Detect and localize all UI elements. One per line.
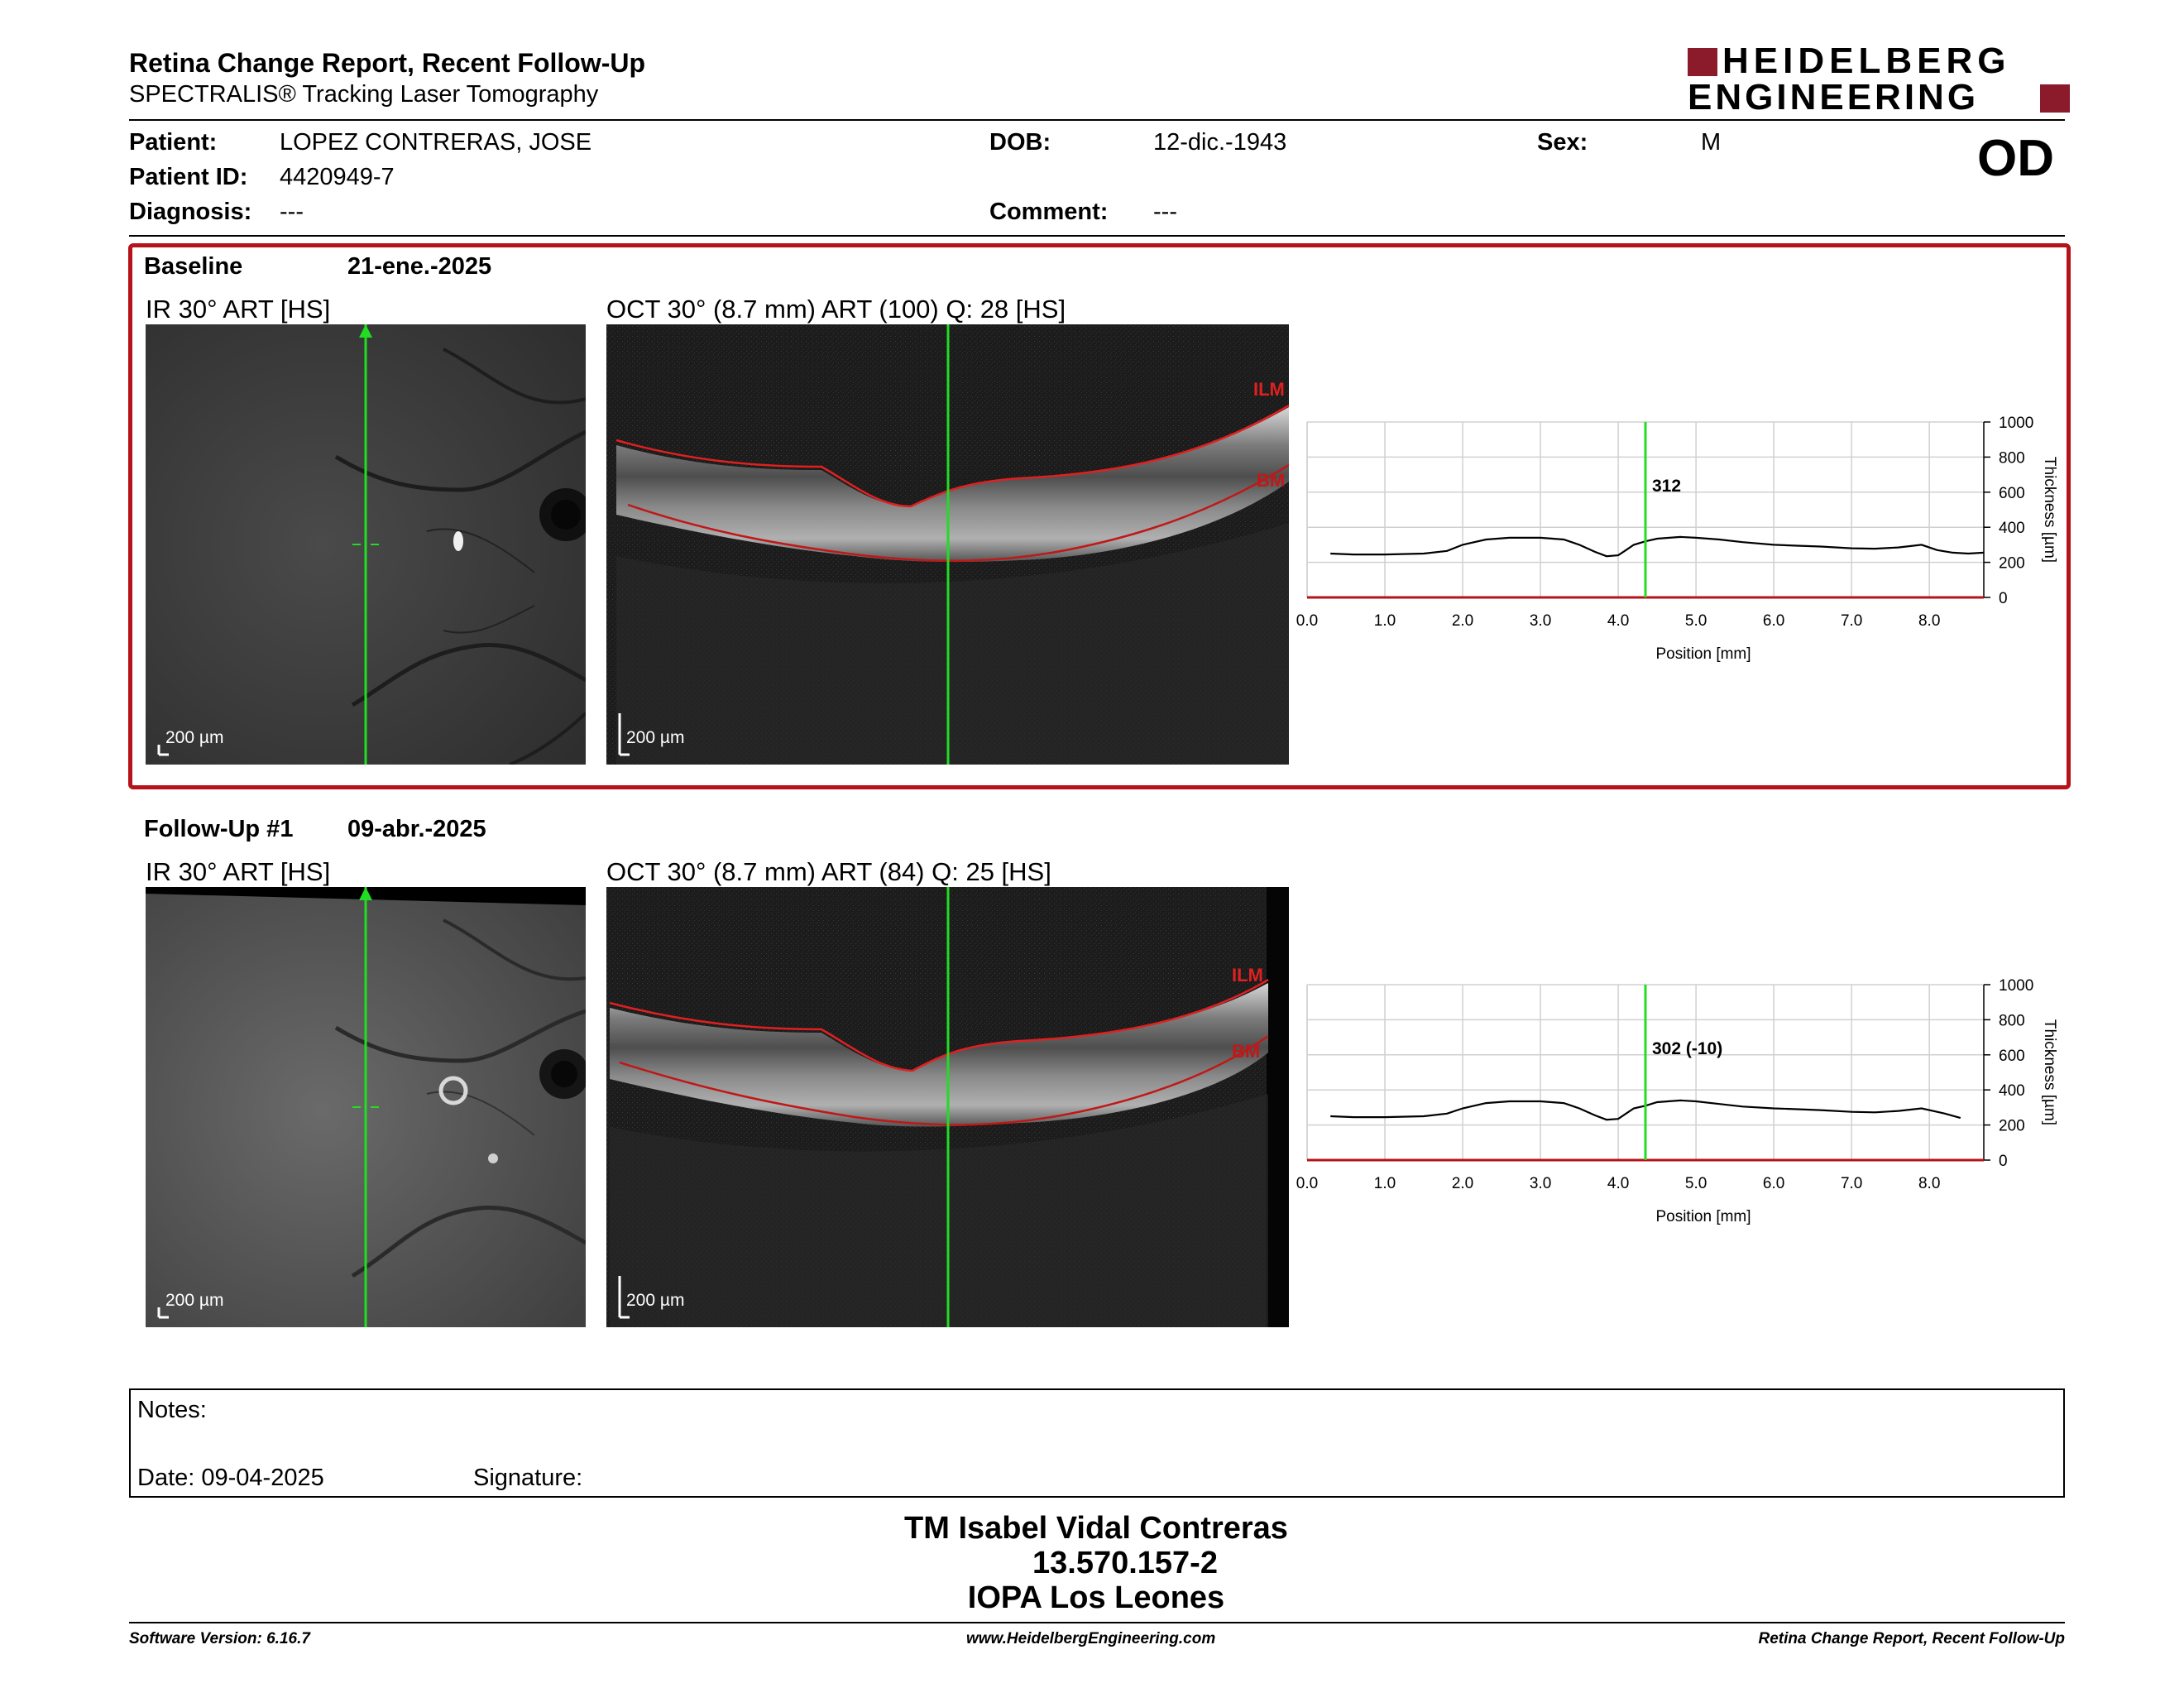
- y-tick-label: 400: [1999, 520, 2025, 537]
- signer-institution: IOPA Los Leones: [967, 1580, 1225, 1615]
- x-axis-title: Position [mm]: [1655, 645, 1751, 663]
- diagnosis-value: ---: [280, 199, 304, 225]
- x-tick-label: 8.0: [1918, 612, 1940, 630]
- marker-value-label: 302 (-10): [1652, 1039, 1722, 1058]
- followup-ir-title: IR 30° ART [HS]: [146, 857, 331, 886]
- x-tick-label: 7.0: [1841, 612, 1862, 630]
- logo-red-square-top: [1688, 48, 1717, 76]
- x-tick-label: 3.0: [1530, 1175, 1551, 1192]
- sex-label: Sex:: [1537, 129, 1588, 156]
- x-tick-label: 5.0: [1685, 1175, 1707, 1192]
- y-tick-label: 200: [1999, 1118, 2025, 1135]
- x-tick-label: 2.0: [1452, 1175, 1473, 1192]
- followup-label: Follow-Up #1: [144, 816, 294, 842]
- y-tick-label: 400: [1999, 1082, 2025, 1100]
- baseline-oct-image[interactable]: ILM BM 200 µm: [606, 324, 1289, 765]
- followup-oct-image[interactable]: ILM BM 200 µm: [606, 887, 1289, 1327]
- comment-label: Comment:: [989, 199, 1109, 225]
- x-axis-title: Position [mm]: [1655, 1208, 1751, 1225]
- followup-ir-scale: 200 µm: [165, 1291, 224, 1310]
- diagnosis-label: Diagnosis:: [129, 199, 252, 225]
- footer-rule: [129, 1622, 2065, 1623]
- followup-ilm-label: ILM: [1232, 965, 1263, 985]
- baseline-oct-title: OCT 30° (8.7 mm) ART (100) Q: 28 [HS]: [606, 295, 1066, 324]
- followup-oct-scale: 200 µm: [626, 1291, 685, 1310]
- y-tick-label: 800: [1999, 1012, 2025, 1029]
- patient-name: LOPEZ CONTRERAS, JOSE: [280, 129, 592, 156]
- patient-id: 4420949-7: [280, 164, 395, 190]
- followup-date: 09-abr.-2025: [347, 816, 486, 842]
- followup-thickness-chart: 0.0 1.0 2.0 3.0 4.0 5.0 6.0 7.0 8.0 0 200 400 600 800…: [1296, 977, 2058, 1225]
- thickness-series-line: [1330, 535, 1985, 558]
- y-tick-label: 600: [1999, 1048, 2025, 1065]
- x-tick-label: 3.0: [1530, 612, 1551, 630]
- x-tick-label: 4.0: [1607, 1175, 1629, 1192]
- followup-oct-title: OCT 30° (8.7 mm) ART (84) Q: 25 [HS]: [606, 857, 1051, 886]
- signer-name: TM Isabel Vidal Contreras: [904, 1511, 1288, 1546]
- y-tick-label: 200: [1999, 555, 2025, 573]
- x-tick-label: 1.0: [1374, 612, 1396, 630]
- x-tick-label: 4.0: [1607, 612, 1629, 630]
- patient-id-label: Patient ID:: [129, 164, 248, 190]
- x-tick-label: 8.0: [1918, 1175, 1940, 1192]
- signer-rut: 13.570.157-2: [1032, 1546, 1218, 1580]
- baseline-ir-title: IR 30° ART [HS]: [146, 295, 331, 324]
- patient-rule: [129, 235, 2065, 237]
- notes-date: Date: 09-04-2025: [137, 1465, 324, 1491]
- x-tick-label: 0.0: [1296, 612, 1318, 630]
- baseline-ilm-label: ILM: [1253, 379, 1285, 400]
- thickness-series-line: [1330, 1099, 1961, 1121]
- dob-label: DOB:: [989, 129, 1051, 156]
- header-rule: [129, 119, 2065, 121]
- baseline-frame: [128, 243, 2071, 789]
- y-tick-label: 800: [1999, 449, 2025, 467]
- y-tick-label: 0: [1999, 1153, 2008, 1170]
- x-tick-label: 7.0: [1841, 1175, 1862, 1192]
- software-version: Software Version: 6.16.7: [129, 1630, 310, 1647]
- y-axis-title: Thickness [µm]: [2041, 457, 2058, 563]
- x-tick-label: 6.0: [1763, 1175, 1784, 1192]
- baseline-thickness-chart: 0.0 1.0 2.0 3.0 4.0 5.0 6.0 7.0 8.0 0 200 400 600 800…: [1296, 415, 2058, 663]
- x-tick-label: 0.0: [1296, 1175, 1318, 1192]
- y-tick-label: 1000: [1999, 415, 2033, 432]
- logo-red-square-bottom: [2040, 84, 2070, 113]
- report-title: Retina Change Report, Recent Follow-Up: [129, 48, 646, 78]
- baseline-bm-label: BM: [1257, 470, 1286, 491]
- followup-bm-label: BM: [1232, 1041, 1261, 1062]
- y-tick-label: 600: [1999, 485, 2025, 502]
- y-tick-label: 0: [1999, 590, 2008, 607]
- sex-value: M: [1701, 129, 1722, 156]
- x-tick-label: 5.0: [1685, 612, 1707, 630]
- followup-ir-image[interactable]: 200 µm: [146, 887, 586, 1327]
- website-link[interactable]: www.HeidelbergEngineering.com: [966, 1630, 1216, 1647]
- signature-label: Signature:: [473, 1465, 583, 1491]
- logo-line1: HEIDELBERG: [1722, 41, 2011, 81]
- patient-label: Patient:: [129, 129, 218, 156]
- baseline-oct-scale: 200 µm: [626, 728, 685, 747]
- x-tick-label: 1.0: [1374, 1175, 1396, 1192]
- notes-label: Notes:: [137, 1397, 207, 1423]
- heidelberg-logo: HEIDELBERG ENGINEERING: [1688, 41, 2070, 117]
- y-axis-title: Thickness [µm]: [2041, 1019, 2058, 1125]
- x-tick-label: 2.0: [1452, 612, 1473, 630]
- baseline-ir-image[interactable]: 200 µm: [146, 324, 586, 765]
- dob-value: 12-dic.-1943: [1153, 129, 1287, 156]
- notes-box[interactable]: Notes: Date: 09-04-2025 Signature:: [129, 1388, 2065, 1498]
- y-tick-label: 1000: [1999, 977, 2033, 995]
- footer-report-name: Retina Change Report, Recent Follow-Up: [1758, 1630, 2065, 1647]
- report-subtitle: SPECTRALIS® Tracking Laser Tomography: [129, 81, 599, 108]
- x-tick-label: 6.0: [1763, 612, 1784, 630]
- eye-indicator: OD: [1977, 130, 2054, 187]
- comment-value: ---: [1153, 199, 1177, 225]
- baseline-date: 21-ene.-2025: [347, 253, 492, 280]
- logo-line2: ENGINEERING: [1688, 77, 1980, 117]
- marker-value-label: 312: [1652, 477, 1681, 496]
- baseline-ir-scale: 200 µm: [165, 728, 224, 747]
- baseline-label: Baseline: [144, 253, 243, 280]
